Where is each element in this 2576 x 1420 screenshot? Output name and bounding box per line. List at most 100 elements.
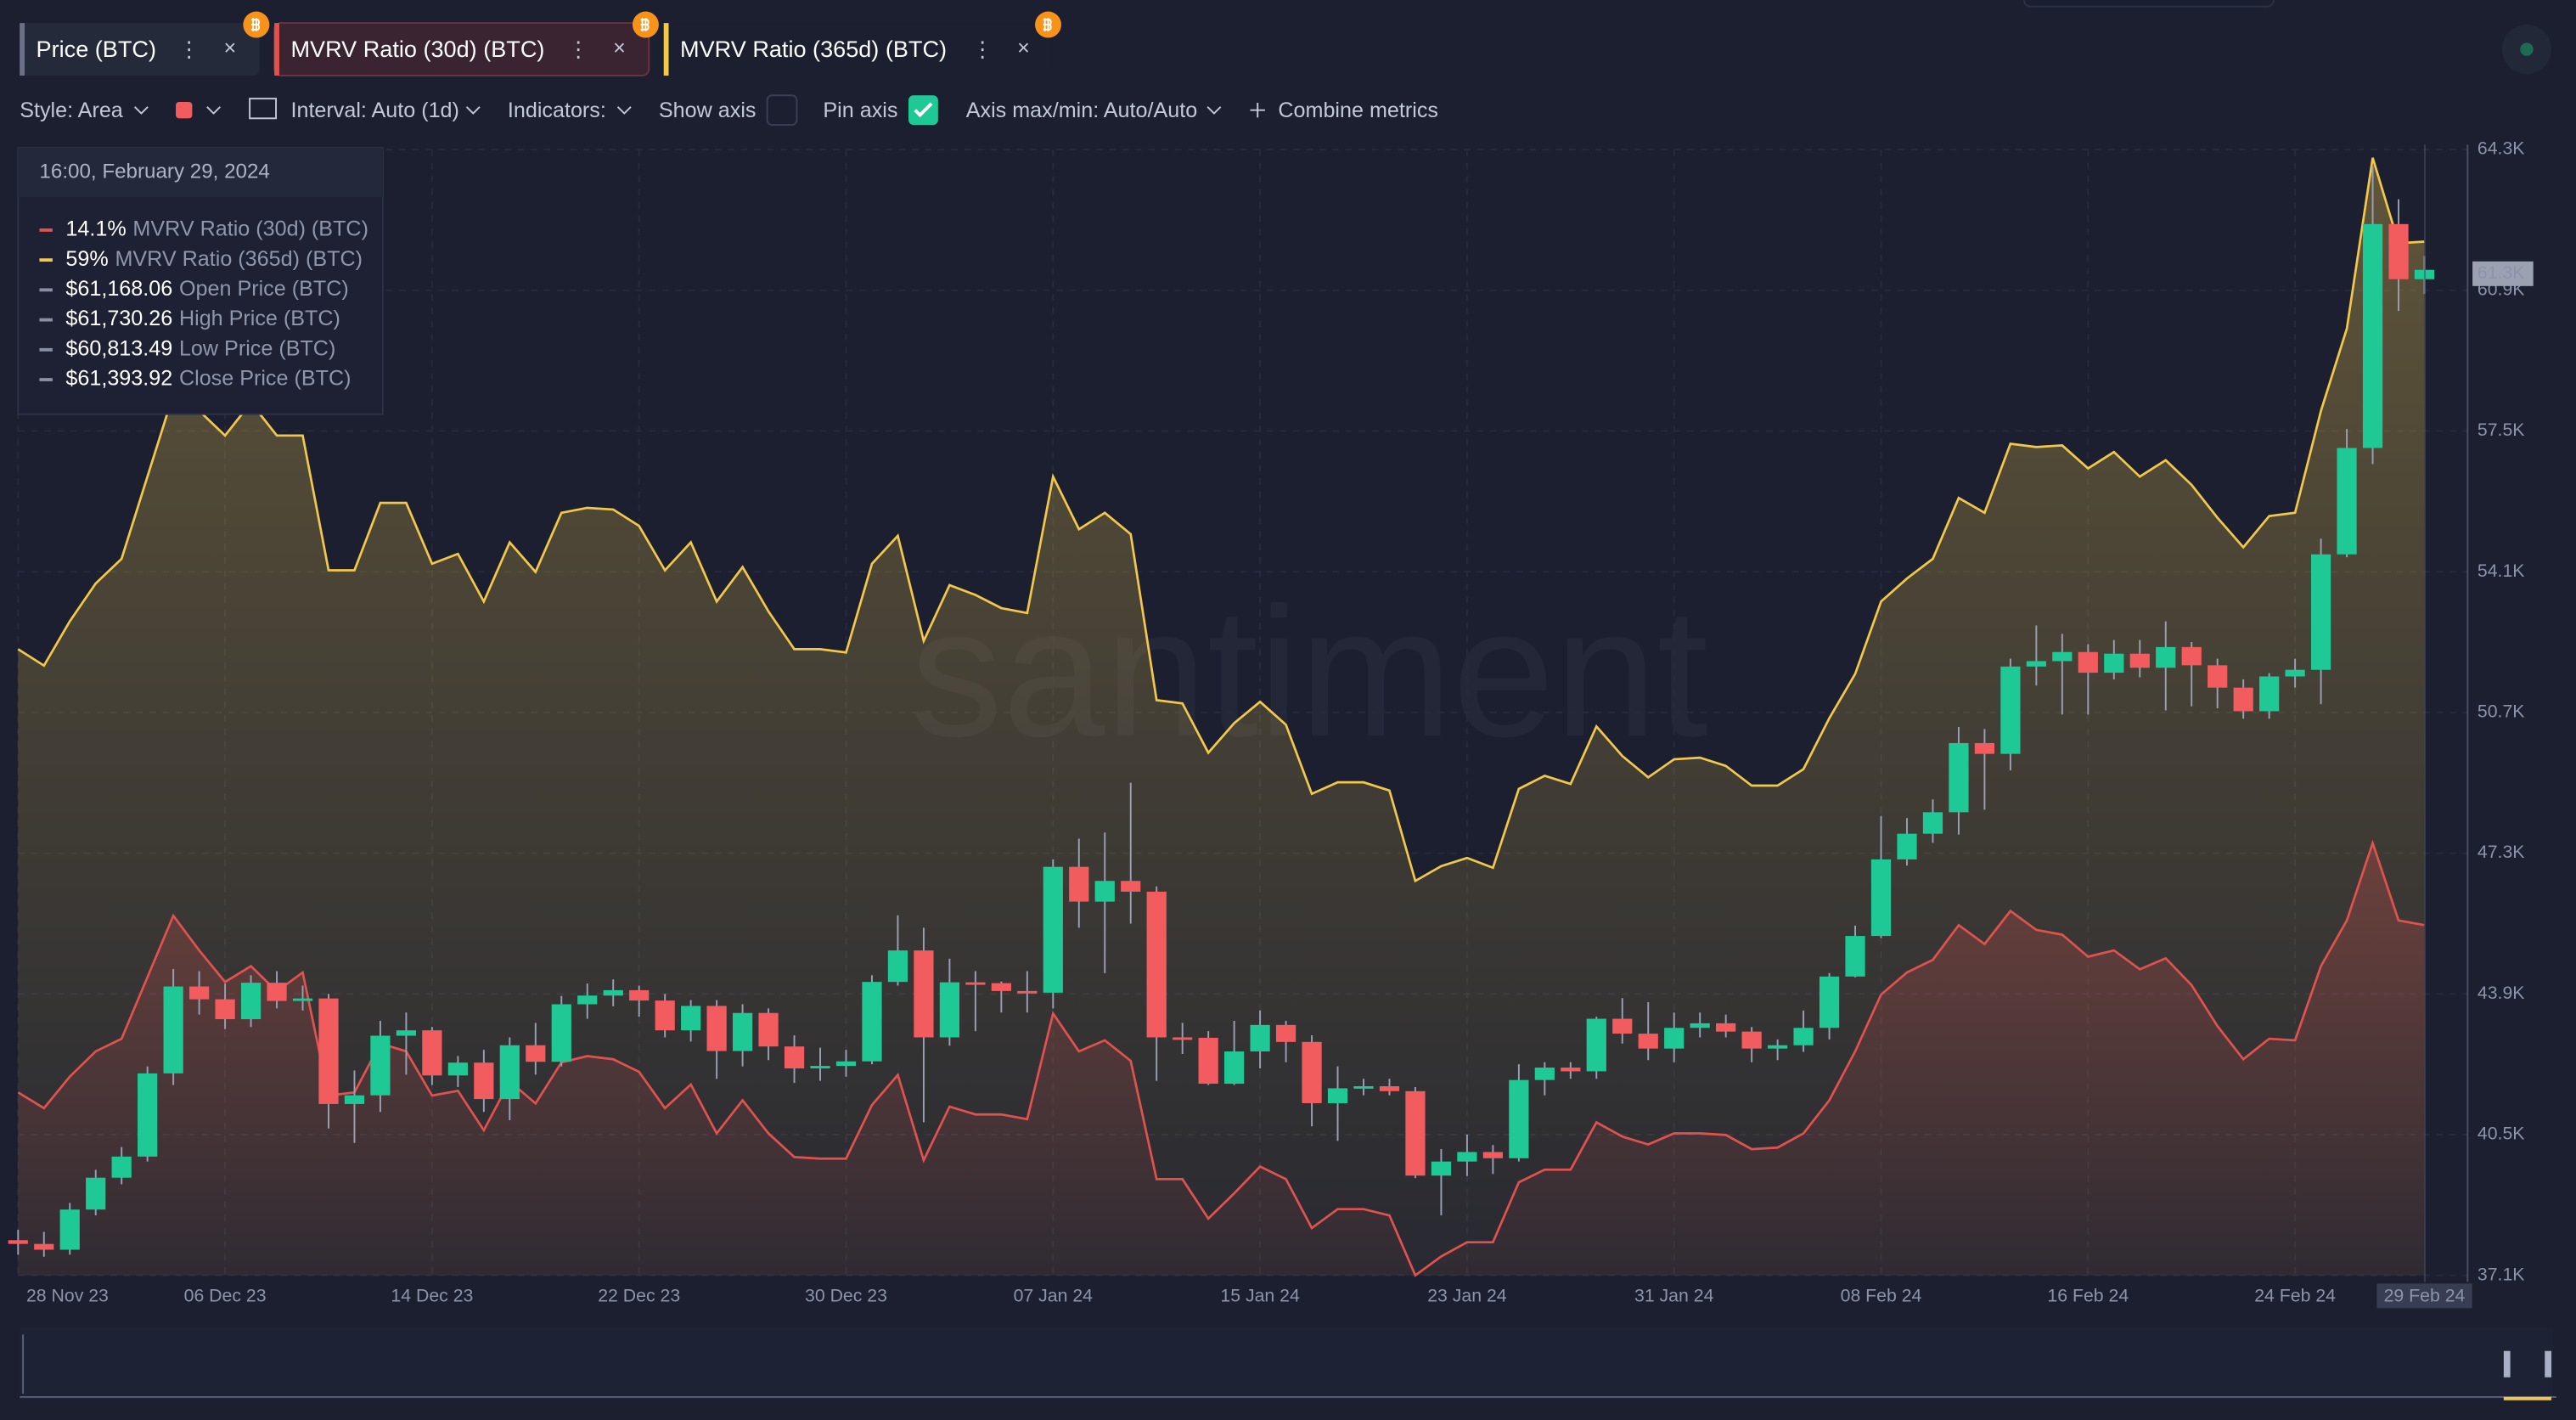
- btc-icon: [1043, 18, 1052, 31]
- candle-body: [59, 1209, 80, 1250]
- candle-body: [1638, 1034, 1658, 1049]
- line: [17, 839, 2425, 1277]
- candle-body: [344, 1095, 365, 1104]
- tab-accent: [663, 23, 669, 76]
- candle-body: [111, 1156, 132, 1178]
- x-tick-label: 07 Jan 24: [1014, 1285, 1094, 1305]
- candle-body: [758, 1012, 779, 1047]
- tab[interactable]: [20, 23, 260, 76]
- tabs: Price (BTC) ⋮ × MVRV Ratio (30d) (BTC) ⋮…: [20, 11, 1061, 76]
- tooltip-value: $61,393.92: [65, 367, 172, 391]
- x-tick-label: 24 Feb 24: [2254, 1285, 2336, 1305]
- tab[interactable]: [663, 23, 1052, 76]
- candle-body: [215, 999, 235, 1020]
- candle-body: [86, 1177, 106, 1210]
- tab-menu[interactable]: ⋮: [178, 38, 200, 62]
- y-tick-label: 37.1K: [2478, 1264, 2525, 1284]
- tooltip-name: MVRV Ratio (365d) (BTC): [115, 247, 363, 271]
- candle-body: [1275, 1024, 1296, 1042]
- tooltip-value: 59%: [65, 247, 108, 271]
- candle-body: [577, 995, 598, 1005]
- candle-body: [1173, 1037, 1193, 1040]
- candle-body: [1121, 881, 1141, 892]
- show-axis-checkbox[interactable]: [766, 94, 798, 127]
- candle-body: [655, 1000, 675, 1031]
- candle-body: [1612, 1018, 1633, 1034]
- candle-body: [1845, 936, 1865, 977]
- tab-menu[interactable]: ⋮: [568, 38, 589, 62]
- tooltip-value: $60,813.49: [65, 336, 172, 360]
- tab-close[interactable]: ×: [1017, 37, 1030, 60]
- interval-dropdown[interactable]: Interval: Auto (1d): [290, 99, 458, 122]
- status-dot: [2520, 42, 2534, 56]
- navigator-handle[interactable]: [2545, 1350, 2551, 1378]
- candle-body: [1690, 1023, 1710, 1028]
- candle-body: [2026, 661, 2046, 667]
- navigator[interactable]: [20, 1327, 2553, 1400]
- candle-body: [526, 1045, 546, 1062]
- tab-close[interactable]: ×: [613, 37, 626, 60]
- candle-body: [1664, 1028, 1685, 1049]
- candle-body: [1146, 891, 1167, 1038]
- y-tick-label: 54.1K: [2478, 561, 2525, 581]
- btc-icon: [640, 18, 650, 31]
- candle-body: [1741, 1031, 1762, 1049]
- chevron: [133, 106, 149, 115]
- candle-body: [965, 982, 986, 985]
- candle-body: [2388, 223, 2409, 279]
- indicators-dropdown[interactable]: Indicators:: [508, 99, 606, 122]
- tooltip-name: High Price (BTC): [179, 307, 340, 330]
- axis-range-dropdown[interactable]: Axis max/min: Auto/Auto: [966, 99, 1197, 122]
- x-tick-label: 31 Jan 24: [1634, 1285, 1714, 1305]
- candle-body: [1819, 976, 1840, 1028]
- last-price-badge: [2472, 261, 2534, 286]
- plot: 37.1K40.5K43.9K47.3K50.7K54.1K57.5K60.9K…: [8, 138, 2534, 1309]
- tab-close[interactable]: ×: [224, 37, 237, 60]
- check: [914, 102, 933, 118]
- candle-body: [1949, 742, 1969, 813]
- candle-body: [810, 1066, 830, 1069]
- candle-body: [1379, 1085, 1400, 1091]
- tab-accent: [20, 23, 25, 76]
- tooltip-value: $61,168.06: [65, 277, 172, 301]
- candle-body: [1405, 1090, 1426, 1176]
- candle-body: [2362, 223, 2383, 448]
- color-picker[interactable]: [176, 101, 193, 119]
- tooltip-name: Open Price (BTC): [179, 277, 349, 301]
- plus-icon: [1250, 102, 1265, 118]
- y-tick-label: 57.5K: [2478, 420, 2525, 440]
- tooltip-name: MVRV Ratio (30d) (BTC): [132, 217, 368, 241]
- line: [17, 157, 2425, 883]
- candle-body: [2052, 651, 2073, 662]
- tab-label: MVRV Ratio (365d) (BTC): [680, 36, 947, 62]
- candle-body: [706, 1006, 727, 1051]
- y-tick-label: 47.3K: [2478, 842, 2525, 862]
- candle-body: [1302, 1041, 1322, 1103]
- candle-body: [2181, 646, 2202, 666]
- y-tick-label: 64.3K: [2478, 138, 2525, 159]
- candle-body: [1094, 881, 1115, 902]
- candle-body: [2129, 653, 2150, 668]
- interval-icon: [249, 98, 278, 120]
- navigator-handle[interactable]: [2503, 1350, 2511, 1378]
- tab-menu[interactable]: ⋮: [972, 38, 993, 62]
- y-tick-label: 43.9K: [2478, 983, 2525, 1003]
- x-tick-label: 14 Dec 23: [391, 1285, 473, 1305]
- x-tick-label: 30 Dec 23: [805, 1285, 887, 1305]
- y-tick-label: 40.5K: [2478, 1124, 2525, 1144]
- candle-body: [681, 1006, 701, 1031]
- tooltip-name: Low Price (BTC): [179, 336, 335, 360]
- tooltip-value: 14.1%: [65, 217, 126, 241]
- style-dropdown[interactable]: Style: Area: [20, 99, 123, 122]
- candle-body: [34, 1243, 54, 1250]
- x-tick-label: 23 Jan 24: [1427, 1285, 1507, 1305]
- candle-body: [189, 986, 210, 1000]
- candle-body: [2310, 554, 2331, 670]
- candle-body: [1327, 1088, 1348, 1103]
- top-box: [2022, 0, 2275, 8]
- combine-metrics[interactable]: Combine metrics: [1278, 99, 1438, 122]
- candle-body: [784, 1046, 805, 1069]
- candle-body: [2000, 666, 2021, 754]
- candle-body: [1716, 1023, 1736, 1032]
